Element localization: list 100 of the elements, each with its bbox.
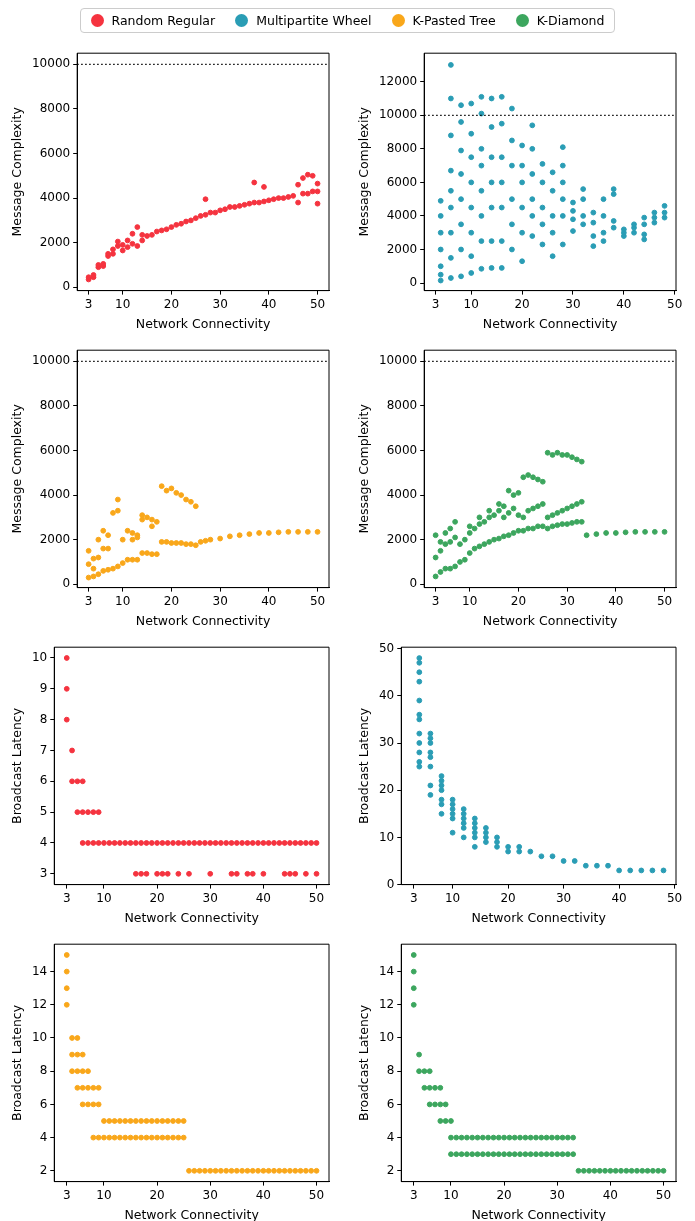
y-tick-label: 10 [31, 1030, 48, 1045]
y-tick-label: 10000 [378, 353, 418, 368]
x-tick-label: 10 [462, 593, 478, 608]
x-tick-label: 50 [308, 1187, 325, 1202]
y-tick-label: 10000 [31, 56, 71, 71]
y-tick-label: 6000 [39, 442, 71, 457]
x-tick-label: 40 [608, 593, 624, 608]
y-tick-label: 30 [378, 735, 395, 750]
y-tick-label: 14 [31, 963, 48, 978]
y-tick-label: 4000 [386, 208, 418, 223]
x-tick-label: 50 [667, 296, 683, 311]
y-tick-label: 4000 [39, 487, 71, 502]
x-axis-title: Network Connectivity [482, 612, 618, 628]
x-axis-title: Network Connectivity [471, 1206, 607, 1221]
y-tick-label: 4000 [39, 190, 71, 205]
y-tick-label: 0 [386, 876, 395, 891]
y-tick-label: 6 [39, 773, 48, 788]
y-tick-label: 6000 [386, 174, 418, 189]
x-tick-label: 10 [444, 890, 461, 905]
legend-label: Random Regular [111, 12, 216, 28]
y-tick-label: 8000 [39, 101, 71, 116]
x-tick-label: 20 [149, 1187, 165, 1202]
y-axis-title: Broadcast Latency [355, 707, 371, 824]
y-tick-label: 9 [39, 680, 48, 695]
legend-label: K-Pasted Tree [412, 12, 496, 28]
y-tick-label: 2 [39, 1162, 48, 1177]
y-tick-label: 14 [378, 963, 395, 978]
x-tick-label: 40 [255, 890, 272, 905]
y-tick-label: 4000 [386, 487, 418, 502]
y-tick-label: 2 [386, 1162, 395, 1177]
y-tick-label: 7 [39, 742, 48, 757]
legend-label: K-Diamond [536, 12, 605, 28]
x-axis-title: Network Connectivity [482, 315, 618, 331]
y-axis-title: Broadcast Latency [8, 707, 24, 824]
x-tick-label: 20 [163, 296, 180, 311]
x-tick-label: 10 [96, 890, 112, 905]
y-tick-label: 8 [39, 711, 48, 726]
x-tick-label: 20 [514, 296, 530, 311]
y-tick-label: 4 [39, 835, 48, 850]
x-tick-label: 3 [84, 593, 93, 608]
y-tick-label: 0 [409, 275, 418, 290]
x-tick-label: 10 [463, 296, 479, 311]
y-tick-label: 8000 [386, 140, 418, 155]
y-axis-title: Message Complexity [355, 106, 371, 237]
y-axis-title: Broadcast Latency [355, 1004, 371, 1121]
x-tick-label: 40 [261, 296, 277, 311]
y-tick-label: 3 [39, 865, 48, 880]
x-tick-label: 30 [212, 593, 228, 608]
x-tick-label: 10 [443, 1187, 459, 1202]
x-tick-label: 30 [559, 593, 575, 608]
x-tick-label: 40 [616, 296, 632, 311]
y-tick-label: 8000 [39, 398, 71, 413]
y-tick-label: 10000 [378, 107, 418, 122]
y-axis-title: Message Complexity [355, 403, 371, 534]
y-tick-label: 12 [31, 996, 48, 1011]
y-tick-label: 4 [386, 1129, 395, 1144]
y-axis-title: Message Complexity [8, 106, 24, 237]
y-tick-label: 12 [378, 996, 395, 1011]
y-tick-label: 12000 [378, 73, 418, 88]
y-tick-label: 6000 [386, 442, 418, 457]
y-axis-title: Message Complexity [8, 403, 24, 534]
x-tick-label: 20 [496, 1187, 512, 1202]
x-axis-title: Network Connectivity [135, 315, 271, 331]
y-tick-label: 6000 [39, 145, 71, 160]
y-tick-label: 10000 [31, 353, 71, 368]
x-tick-label: 50 [309, 593, 326, 608]
y-tick-label: 8000 [386, 398, 418, 413]
y-tick-label: 2000 [39, 531, 71, 546]
y-tick-label: 0 [62, 576, 71, 591]
x-axis-title: Network Connectivity [471, 909, 607, 925]
x-tick-label: 50 [666, 890, 683, 905]
x-tick-label: 50 [308, 890, 325, 905]
y-tick-label: 10 [378, 829, 395, 844]
x-tick-label: 30 [565, 296, 581, 311]
y-tick-label: 6 [386, 1096, 395, 1111]
x-axis-title: Network Connectivity [124, 1206, 260, 1221]
y-tick-label: 10 [31, 650, 48, 665]
x-tick-label: 40 [255, 1187, 272, 1202]
x-tick-label: 10 [115, 593, 131, 608]
x-tick-label: 30 [549, 1187, 565, 1202]
x-tick-label: 50 [309, 296, 326, 311]
y-tick-label: 20 [378, 782, 395, 797]
y-tick-label: 0 [409, 576, 418, 591]
y-tick-label: 2000 [39, 234, 71, 249]
x-tick-label: 30 [212, 296, 228, 311]
x-axis-title: Network Connectivity [135, 612, 271, 628]
x-tick-label: 50 [655, 1187, 672, 1202]
y-tick-label: 10 [378, 1030, 395, 1045]
x-tick-label: 30 [555, 890, 572, 905]
y-tick-label: 6 [39, 1096, 48, 1111]
x-tick-label: 3 [431, 296, 440, 311]
x-tick-label: 20 [500, 890, 516, 905]
y-tick-label: 2000 [386, 241, 418, 256]
y-tick-label: 4 [39, 1129, 48, 1144]
x-tick-label: 20 [163, 593, 180, 608]
x-tick-label: 10 [96, 1187, 112, 1202]
x-tick-label: 40 [611, 890, 627, 905]
y-tick-label: 40 [378, 687, 395, 702]
x-tick-label: 50 [656, 593, 673, 608]
x-tick-label: 3 [84, 296, 93, 311]
